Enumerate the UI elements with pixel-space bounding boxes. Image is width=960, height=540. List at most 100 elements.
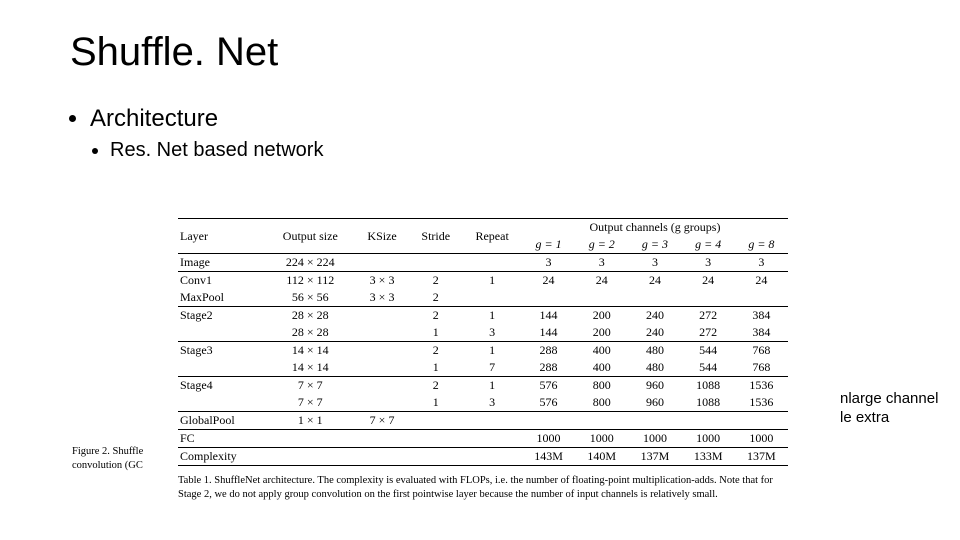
figure-caption-fragment: Figure 2. Shuffle convolution (GC — [72, 445, 172, 473]
cell: 1 — [409, 359, 462, 377]
cell: 272 — [682, 307, 735, 325]
cell: 768 — [735, 359, 788, 377]
cell-layer: Conv1 — [178, 272, 266, 290]
th-outch: Output channels (g groups) — [522, 219, 788, 237]
cell: 14 × 14 — [266, 342, 355, 360]
cell: 1 — [462, 272, 522, 290]
cell: 24 — [522, 272, 575, 290]
th-g4-txt: g = 4 — [695, 237, 721, 251]
th-g8: g = 8 — [735, 236, 788, 254]
cell: 544 — [682, 342, 735, 360]
cell: 240 — [628, 324, 681, 342]
cell: 2 — [409, 342, 462, 360]
side-line1: nlarge channel — [840, 390, 938, 407]
bullet-l1: Architecture — [90, 105, 900, 133]
cell: 384 — [735, 324, 788, 342]
cell: 24 — [628, 272, 681, 290]
bullet-l2: Res. Net based network — [110, 139, 900, 162]
architecture-table-wrap: Layer Output size KSize Stride Repeat Ou… — [178, 218, 788, 502]
cell: 272 — [682, 324, 735, 342]
cell: 2 — [409, 377, 462, 395]
cell: 200 — [575, 307, 628, 325]
cell: 800 — [575, 377, 628, 395]
th-ksize: KSize — [355, 219, 409, 254]
th-repeat: Repeat — [462, 219, 522, 254]
cell: 14 × 14 — [266, 359, 355, 377]
table-caption: Table 1. ShuffleNet architecture. The co… — [178, 474, 788, 502]
bullet-list: Architecture — [70, 105, 900, 133]
cell: 3 — [628, 254, 681, 272]
cell-layer: Complexity — [178, 448, 266, 466]
table-row: Image 224 × 224 3 3 3 3 3 — [178, 254, 788, 272]
cell: 24 — [682, 272, 735, 290]
th-g8-txt: g = 8 — [748, 237, 774, 251]
side-line2: le extra — [840, 409, 889, 426]
clipped-side-text: nlarge channel le extra — [840, 390, 960, 428]
cell: 140M — [575, 448, 628, 466]
table-row: 14 × 14 1 7 288 400 480 544 768 — [178, 359, 788, 377]
cell: 24 — [575, 272, 628, 290]
cell: 3 — [462, 394, 522, 412]
cell: 1 — [409, 394, 462, 412]
cell: 400 — [575, 359, 628, 377]
cell: 7 — [462, 359, 522, 377]
cell: 960 — [628, 394, 681, 412]
cell-layer: FC — [178, 430, 266, 448]
cell: 288 — [522, 342, 575, 360]
cell: 24 — [735, 272, 788, 290]
page-title: Shuffle. Net — [70, 30, 900, 75]
cell: 112 × 112 — [266, 272, 355, 290]
cell: 28 × 28 — [266, 307, 355, 325]
figcap-line2: convolution (GC — [72, 460, 143, 471]
cell-layer: Stage3 — [178, 342, 266, 360]
cell: 576 — [522, 377, 575, 395]
th-g3-txt: g = 3 — [642, 237, 668, 251]
cell-layer: GlobalPool — [178, 412, 266, 430]
cell: 56 × 56 — [266, 289, 355, 307]
cell: 400 — [575, 342, 628, 360]
cell: 7 × 7 — [355, 412, 409, 430]
th-g1: g = 1 — [522, 236, 575, 254]
cell: 1000 — [628, 430, 681, 448]
cell: 224 × 224 — [266, 254, 355, 272]
cell: 1000 — [682, 430, 735, 448]
table-row: GlobalPool 1 × 1 7 × 7 — [178, 412, 788, 430]
cell: 2 — [409, 272, 462, 290]
th-g4: g = 4 — [682, 236, 735, 254]
th-g2: g = 2 — [575, 236, 628, 254]
th-g3: g = 3 — [628, 236, 681, 254]
cell-layer: Stage2 — [178, 307, 266, 325]
cell: 768 — [735, 342, 788, 360]
th-layer: Layer — [178, 219, 266, 254]
cell-layer: Image — [178, 254, 266, 272]
cell: 384 — [735, 307, 788, 325]
cell: 1 × 1 — [266, 412, 355, 430]
cell: 200 — [575, 324, 628, 342]
cell: 3 — [735, 254, 788, 272]
cell: 1 — [462, 307, 522, 325]
cell: 144 — [522, 324, 575, 342]
cell: 3 — [682, 254, 735, 272]
cell: 576 — [522, 394, 575, 412]
th-stride: Stride — [409, 219, 462, 254]
cell: 1000 — [575, 430, 628, 448]
figcap-line1: Figure 2. Shuffle — [72, 446, 143, 457]
cell: 1536 — [735, 377, 788, 395]
cell: 1 — [409, 324, 462, 342]
table-row: 7 × 7 1 3 576 800 960 1088 1536 — [178, 394, 788, 412]
cell: 143M — [522, 448, 575, 466]
table-row: Complexity 143M 140M 137M 133M 137M — [178, 448, 788, 466]
cell: 1000 — [735, 430, 788, 448]
cell: 137M — [628, 448, 681, 466]
cell: 1088 — [682, 394, 735, 412]
cell: 1536 — [735, 394, 788, 412]
cell: 2 — [409, 289, 462, 307]
th-g2-txt: g = 2 — [589, 237, 615, 251]
cell: 480 — [628, 342, 681, 360]
cell: 288 — [522, 359, 575, 377]
cell: 2 — [409, 307, 462, 325]
cell: 137M — [735, 448, 788, 466]
cell: 1088 — [682, 377, 735, 395]
architecture-table: Layer Output size KSize Stride Repeat Ou… — [178, 218, 788, 466]
cell: 1 — [462, 377, 522, 395]
